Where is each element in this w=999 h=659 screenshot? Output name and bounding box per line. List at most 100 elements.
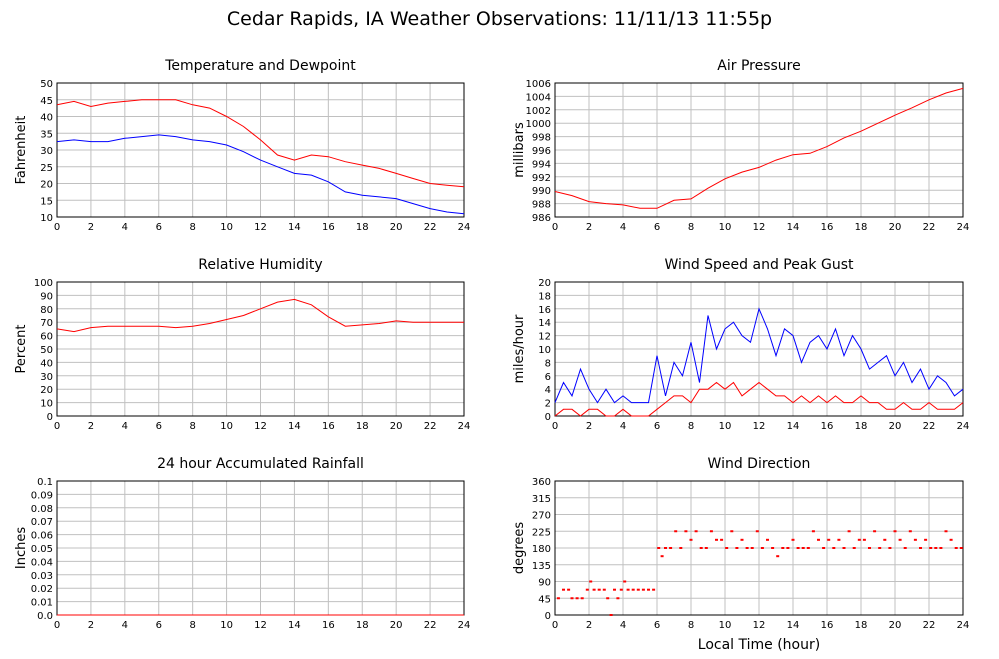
y-axis-label: Inches [14,527,29,569]
x-tick-label: 24 [957,222,970,233]
x-tick-label: 18 [356,421,369,432]
y-tick-label: 20 [40,385,53,396]
x-tick-label: 16 [821,222,834,233]
data-point [626,588,630,591]
x-tick-label: 22 [923,620,936,631]
x-tick-label: 18 [855,421,868,432]
x-tick-label: 0 [54,421,60,432]
data-point [641,588,645,591]
x-tick-label: 0 [552,421,558,432]
x-tick-label: 16 [821,620,834,631]
x-tick-label: 20 [889,620,902,631]
data-point [796,547,800,549]
y-tick-label: 12 [538,332,551,343]
data-point [893,530,897,533]
x-tick-label: 8 [189,222,195,233]
y-tick-label: 0.04 [31,557,53,568]
data-point [954,547,958,549]
y-tick-label: 10 [538,345,551,356]
data-point [679,547,683,549]
data-point [669,547,673,549]
data-point [636,588,640,591]
y-tick-label: 14 [538,318,551,329]
x-tick-label: 12 [254,421,267,432]
data-point [694,530,698,533]
data-point [934,547,938,549]
x-tick-label: 8 [688,421,694,432]
y-tick-label: 80 [40,305,53,316]
x-tick-label: 22 [424,620,437,631]
series-line [554,381,964,417]
y-tick-label: 4 [545,385,551,396]
x-tick-label: 18 [855,620,868,631]
y-tick-label: 0.08 [31,504,53,515]
data-point [674,530,678,533]
x-tick-label: 20 [390,421,403,432]
data-point [868,547,871,549]
x-tick-label: 10 [220,421,233,432]
x-tick-label: 10 [719,620,732,631]
x-tick-label: 24 [957,421,970,432]
data-point [567,588,571,591]
y-axis-label: Percent [14,325,29,374]
y-tick-label: 20 [538,278,551,289]
y-tick-label: 40 [40,358,53,369]
data-point [801,547,805,549]
x-tick-label: 18 [356,620,369,631]
x-tick-label: 8 [688,222,694,233]
y-tick-label: 0.1 [37,477,53,488]
data-point [959,547,963,549]
y-tick-label: 0.05 [31,544,53,555]
x-tick-label: 2 [88,620,94,631]
data-point [750,547,754,549]
x-tick-label: 24 [458,222,471,233]
x-tick-label: 6 [654,222,660,233]
data-point [602,588,606,591]
x-tick-label: 16 [322,222,335,233]
x-tick-label: 24 [458,620,471,631]
y-tick-label: 1006 [526,79,551,90]
y-tick-label: 10 [40,399,53,410]
x-tick-label: 6 [156,421,162,432]
data-point [720,538,724,541]
y-tick-label: 20 [40,180,53,191]
x-tick-label: 8 [189,620,195,631]
x-tick-label: 12 [753,222,766,233]
x-tick-label: 24 [458,421,471,432]
y-tick-label: 1002 [526,106,551,117]
data-point [786,547,790,549]
data-point [857,538,861,541]
x-tick-label: 4 [620,421,626,432]
y-tick-label: 0 [545,412,551,423]
data-point [689,538,693,541]
x-tick-label: 18 [855,222,868,233]
data-point [760,547,764,549]
x-axis-label: Local Time (hour) [698,637,820,653]
y-tick-label: 994 [532,159,551,170]
x-tick-label: 2 [88,222,94,233]
y-tick-label: 0.09 [31,490,53,501]
y-tick-label: 0.07 [31,517,53,528]
x-tick-label: 20 [390,222,403,233]
data-point [781,547,785,549]
y-tick-label: 40 [40,113,53,124]
y-axis-label: Fahrenheit [14,116,29,185]
data-point [776,555,780,558]
y-tick-label: 6 [545,372,551,383]
data-point [817,538,820,541]
y-tick-label: 16 [538,305,551,316]
y-tick-label: 996 [532,146,551,157]
y-tick-label: 2 [545,399,551,410]
y-tick-label: 135 [532,561,551,572]
x-tick-label: 14 [787,421,800,432]
y-tick-label: 225 [532,527,551,538]
x-tick-label: 16 [322,620,335,631]
data-point [623,580,627,583]
y-tick-label: 50 [40,345,53,356]
data-point [597,588,601,591]
data-point [609,614,613,616]
y-tick-label: 986 [532,213,551,224]
y-tick-label: 45 [538,594,551,605]
